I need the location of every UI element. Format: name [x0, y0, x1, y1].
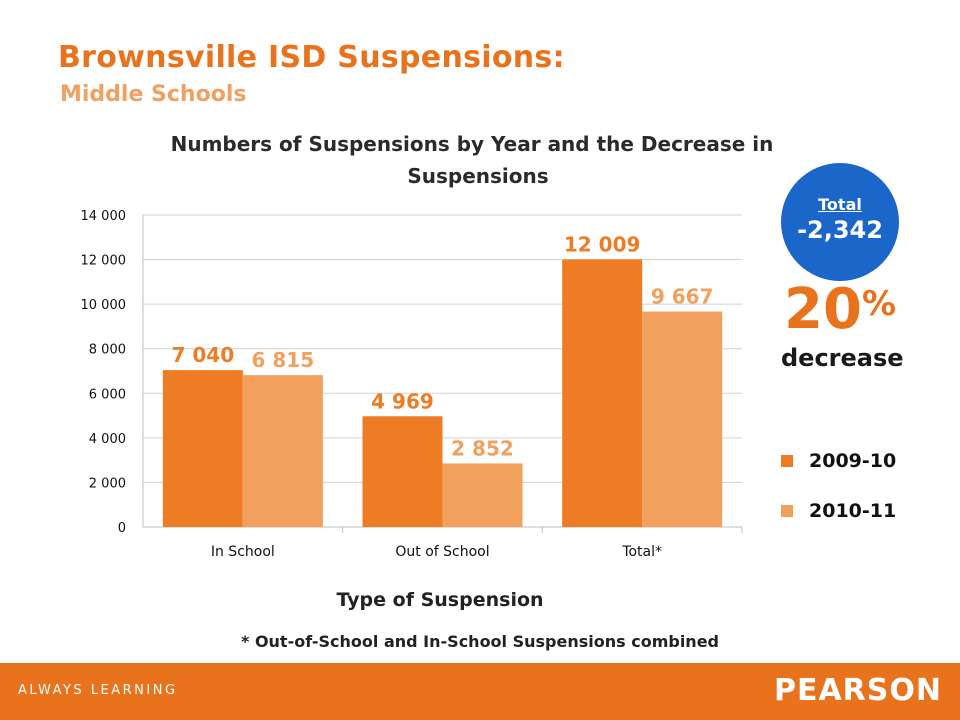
y-tick-label: 12 000	[81, 254, 127, 269]
bar-2010-11-1	[442, 463, 523, 527]
bar-2009-10-1	[362, 416, 443, 527]
bar-2010-11-2	[642, 311, 723, 527]
decrease-word: decrease	[781, 344, 904, 372]
suspensions-bar-chart: Numbers of Suspensions by Year and the D…	[81, 132, 774, 611]
bar-2009-10-0	[162, 370, 243, 527]
legend-swatch-2009-10	[781, 455, 793, 467]
slide-subtitle: Middle Schools	[60, 82, 247, 107]
footer-bar: ALWAYS LEARNING PEARSON	[0, 663, 960, 720]
bar-value-label: 9 667	[651, 285, 714, 309]
x-category-label: In School	[211, 544, 275, 560]
y-tick-label: 8 000	[89, 343, 126, 358]
slide-title: Brownsville ISD Suspensions:	[58, 40, 565, 75]
percent-number: 20	[784, 277, 862, 342]
bar-value-label: 4 969	[371, 389, 434, 413]
bar-2010-11-0	[242, 375, 323, 527]
percent-sign: %	[862, 284, 897, 324]
footer-tagline: ALWAYS LEARNING	[18, 683, 178, 698]
chart-title-line-2: Suspensions	[407, 164, 548, 188]
bar-2009-10-2	[562, 259, 643, 527]
y-tick-label: 6 000	[89, 387, 126, 402]
total-decrease-badge: Total -2,342	[781, 163, 899, 281]
bar-value-label: 6 815	[252, 348, 315, 372]
legend-item-2009-10: 2009-10	[781, 446, 896, 476]
chart-legend: 2009-10 2010-11	[781, 446, 896, 546]
x-axis-title: Type of Suspension	[336, 589, 543, 611]
chart-footnote: * Out-of-School and In-School Suspension…	[241, 632, 719, 651]
y-tick-label: 10 000	[81, 298, 127, 313]
total-label: Total	[818, 195, 862, 214]
legend-swatch-2010-11	[781, 505, 793, 517]
pearson-logo: PEARSON	[773, 673, 942, 708]
legend-item-2010-11: 2010-11	[781, 496, 896, 526]
x-category-label: Out of School	[395, 544, 489, 560]
bar-value-label: 2 852	[451, 436, 514, 460]
y-tick-label: 4 000	[89, 432, 126, 447]
legend-label-2009-10: 2009-10	[809, 450, 897, 472]
y-tick-label: 0	[118, 521, 126, 536]
bar-value-label: 12 009	[564, 232, 641, 256]
percent-decrease: 20 %	[784, 282, 896, 338]
y-tick-label: 14 000	[81, 209, 127, 224]
chart-title-line-1: Numbers of Suspensions by Year and the D…	[171, 132, 774, 156]
total-value: -2,342	[797, 216, 883, 244]
legend-label-2010-11: 2010-11	[809, 500, 897, 522]
y-tick-label: 2 000	[89, 476, 126, 491]
x-category-label: Total*	[621, 544, 662, 560]
bar-value-label: 7 040	[172, 343, 235, 367]
